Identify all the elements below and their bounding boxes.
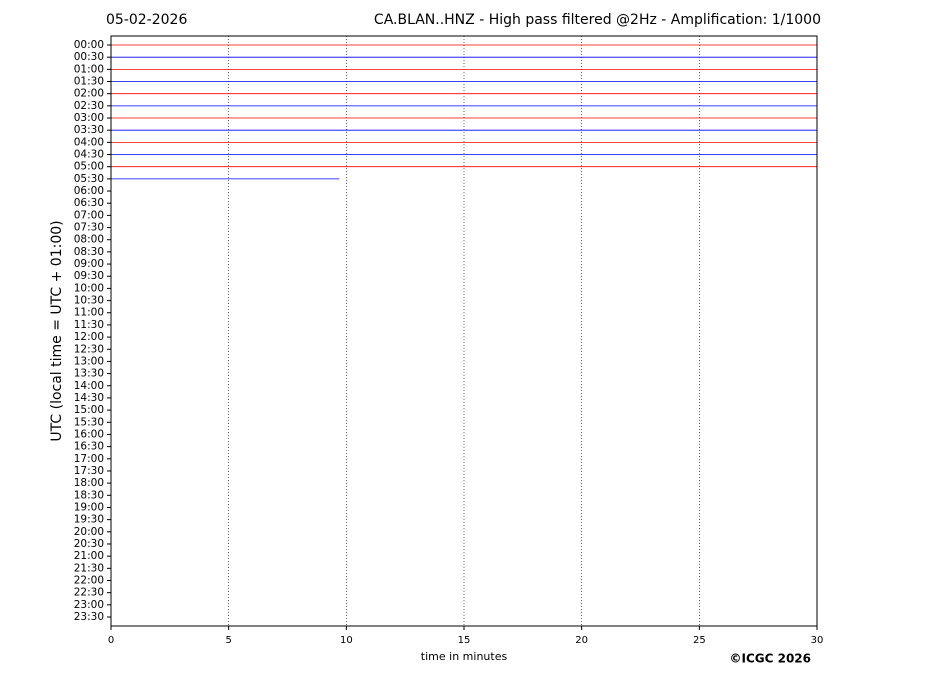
y-tick-label: 09:30 [74, 270, 104, 282]
y-tick-label: 01:00 [74, 63, 104, 75]
y-tick-label: 08:00 [74, 234, 104, 246]
y-tick-label: 14:30 [74, 392, 104, 404]
y-tick-label: 23:00 [74, 599, 104, 611]
y-tick-label: 06:30 [74, 197, 104, 209]
x-axis-label: time in minutes [421, 650, 508, 663]
y-tick-label: 12:30 [74, 343, 104, 355]
y-axis-label: UTC (local time = UTC + 01:00) [49, 220, 65, 441]
chart-title: CA.BLAN..HNZ - High pass filtered @2Hz -… [374, 12, 821, 28]
y-tick-label: 12:00 [74, 331, 104, 343]
y-tick-label: 05:00 [74, 161, 104, 173]
plot-frame [110, 35, 818, 627]
y-tick-label: 17:30 [74, 465, 104, 477]
y-tick-label: 16:00 [74, 428, 104, 440]
y-tick-label: 22:00 [74, 574, 104, 586]
y-tick-label: 03:30 [74, 124, 104, 136]
x-tick-label: 5 [225, 635, 231, 646]
y-tick-label: 19:30 [74, 514, 104, 526]
y-tick-label: 07:30 [74, 222, 104, 234]
y-tick-label: 05:30 [74, 173, 104, 185]
x-tick-label: 20 [575, 635, 588, 646]
y-tick-label: 04:00 [74, 136, 104, 148]
y-tick-label: 18:00 [74, 477, 104, 489]
y-tick-label: 20:30 [74, 538, 104, 550]
y-tick-label: 13:30 [74, 368, 104, 380]
y-tick-label: 11:30 [74, 319, 104, 331]
y-tick-label: 16:30 [74, 441, 104, 453]
y-tick-label: 18:30 [74, 489, 104, 501]
y-tick-label: 22:30 [74, 587, 104, 599]
y-tick-label: 00:30 [74, 51, 104, 63]
y-tick-label: 10:30 [74, 295, 104, 307]
y-tick-label: 19:00 [74, 501, 104, 513]
credit: ©ICGC 2026 [729, 652, 811, 666]
y-tick-label: 09:00 [74, 258, 104, 270]
x-tick-label: 30 [811, 635, 824, 646]
x-tick-label: 10 [340, 635, 353, 646]
y-tick-label: 07:00 [74, 209, 104, 221]
date: 05-02-2026 [106, 12, 187, 28]
y-tick-label: 21:30 [74, 562, 104, 574]
y-tick-label: 00:00 [74, 39, 104, 51]
x-tick-label: 0 [108, 635, 114, 646]
y-tick-label: 02:00 [74, 88, 104, 100]
x-tick-label: 25 [693, 635, 706, 646]
plot-area: 00:0000:3001:0001:3002:0002:3003:0003:30… [74, 36, 824, 646]
y-tick-label: 10:00 [74, 282, 104, 294]
y-tick-label: 14:00 [74, 380, 104, 392]
y-tick-label: 13:00 [74, 355, 104, 367]
y-tick-label: 06:00 [74, 185, 104, 197]
y-tick-label: 20:00 [74, 526, 104, 538]
y-tick-label: 03:00 [74, 112, 104, 124]
y-tick-label: 11:00 [74, 307, 104, 319]
y-tick-label: 04:30 [74, 149, 104, 161]
y-tick-label: 21:00 [74, 550, 104, 562]
y-tick-label: 01:30 [74, 76, 104, 88]
x-tick-label: 15 [458, 635, 471, 646]
y-tick-label: 15:00 [74, 404, 104, 416]
y-tick-label: 17:00 [74, 453, 104, 465]
y-tick-label: 23:30 [74, 611, 104, 623]
y-tick-label: 08:30 [74, 246, 104, 258]
y-tick-label: 02:30 [74, 100, 104, 112]
y-tick-label: 15:30 [74, 416, 104, 428]
